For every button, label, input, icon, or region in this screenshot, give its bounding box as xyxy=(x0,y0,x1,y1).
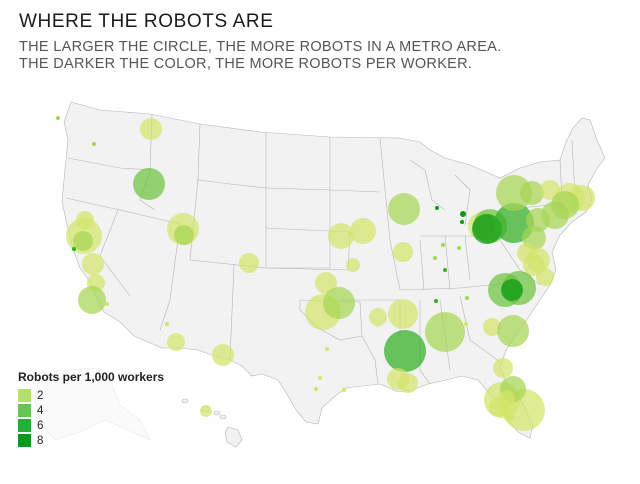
metro-area-circle xyxy=(526,208,550,232)
metro-area-circle xyxy=(212,344,234,366)
metro-area-circle xyxy=(501,279,523,301)
metro-area-circle xyxy=(78,286,106,314)
metro-area-circle xyxy=(464,322,468,326)
metro-area-circle xyxy=(200,405,212,417)
metro-area-circle xyxy=(56,116,60,120)
legend-item-8: 8 xyxy=(18,433,164,448)
hawaii-island xyxy=(213,410,221,416)
legend-title: Robots per 1,000 workers xyxy=(18,370,165,384)
legend-label: 6 xyxy=(37,419,44,432)
legend: Robots per 1,000 workers 2 4 6 8 xyxy=(18,370,164,448)
metro-area-circle xyxy=(384,330,426,372)
metro-area-circle xyxy=(239,253,259,273)
metro-area-circle xyxy=(493,358,513,378)
metro-area-circle xyxy=(536,268,554,286)
metro-area-circle xyxy=(350,218,376,244)
metro-area-circle xyxy=(425,312,465,352)
metro-area-circle xyxy=(318,376,322,380)
legend-swatch xyxy=(18,404,31,417)
metro-area-circle xyxy=(388,299,418,329)
metro-area-circle xyxy=(82,253,104,275)
legend-item-6: 6 xyxy=(18,418,164,433)
metro-area-circle xyxy=(346,258,360,272)
hawaii-island xyxy=(181,398,189,404)
metro-area-circle xyxy=(165,322,169,326)
hawaii-big-island xyxy=(224,426,243,448)
metro-area-circle xyxy=(369,308,387,326)
metro-area-circle xyxy=(315,272,337,294)
metro-area-circle xyxy=(167,333,185,351)
metro-area-circle xyxy=(328,223,354,249)
subtitle-line-1: THE LARGER THE CIRCLE, THE MORE ROBOTS I… xyxy=(19,39,502,55)
metro-area-circle xyxy=(133,168,165,200)
metro-area-circle xyxy=(497,315,529,347)
legend-item-4: 4 xyxy=(18,403,164,418)
metro-area-circle xyxy=(140,118,162,140)
metro-area-circle xyxy=(441,243,445,247)
metro-area-circle xyxy=(483,318,501,336)
metro-area-circle xyxy=(325,347,329,351)
alaska-shape xyxy=(34,367,151,441)
metro-area-circle xyxy=(323,287,355,319)
metro-area-circle xyxy=(174,225,194,245)
legend-swatch xyxy=(18,434,31,447)
metro-area-circle xyxy=(105,302,109,306)
metro-area-circle xyxy=(520,181,544,205)
legend-swatch xyxy=(18,389,31,402)
metro-area-circle xyxy=(434,299,438,303)
metro-area-circle xyxy=(388,193,420,225)
legend-swatch xyxy=(18,419,31,432)
map-title: WHERE THE ROBOTS ARE xyxy=(19,11,274,32)
metro-area-circle xyxy=(435,206,439,210)
legend-item-2: 2 xyxy=(18,388,164,403)
metro-area-circle xyxy=(92,142,96,146)
metro-area-circle xyxy=(342,388,346,392)
legend-label: 4 xyxy=(37,404,44,417)
hawaii-island xyxy=(219,414,227,420)
metro-area-circle xyxy=(460,211,466,217)
metro-area-circle xyxy=(393,242,413,262)
metro-area-circle xyxy=(314,387,318,391)
metro-area-circle xyxy=(433,256,437,260)
metro-area-circle xyxy=(540,180,560,200)
metro-area-circle xyxy=(489,397,509,417)
metro-area-circle xyxy=(496,175,532,211)
metro-area-circle xyxy=(526,248,550,272)
legend-label: 8 xyxy=(37,434,44,447)
metro-area-circle xyxy=(460,220,464,224)
robot-density-circles xyxy=(56,116,595,431)
metro-area-circle xyxy=(504,412,514,422)
map-subtitle: THE LARGER THE CIRCLE, THE MORE ROBOTS I… xyxy=(19,39,501,73)
metro-area-circle xyxy=(465,296,469,300)
metro-area-circle xyxy=(398,373,418,393)
metro-area-circle xyxy=(73,231,93,251)
metro-area-circle xyxy=(443,268,447,272)
metro-area-circle xyxy=(72,247,76,251)
metro-area-circle xyxy=(457,246,461,250)
legend-label: 2 xyxy=(37,389,44,402)
subtitle-line-2: THE DARKER THE COLOR, THE MORE ROBOTS PE… xyxy=(19,56,473,72)
